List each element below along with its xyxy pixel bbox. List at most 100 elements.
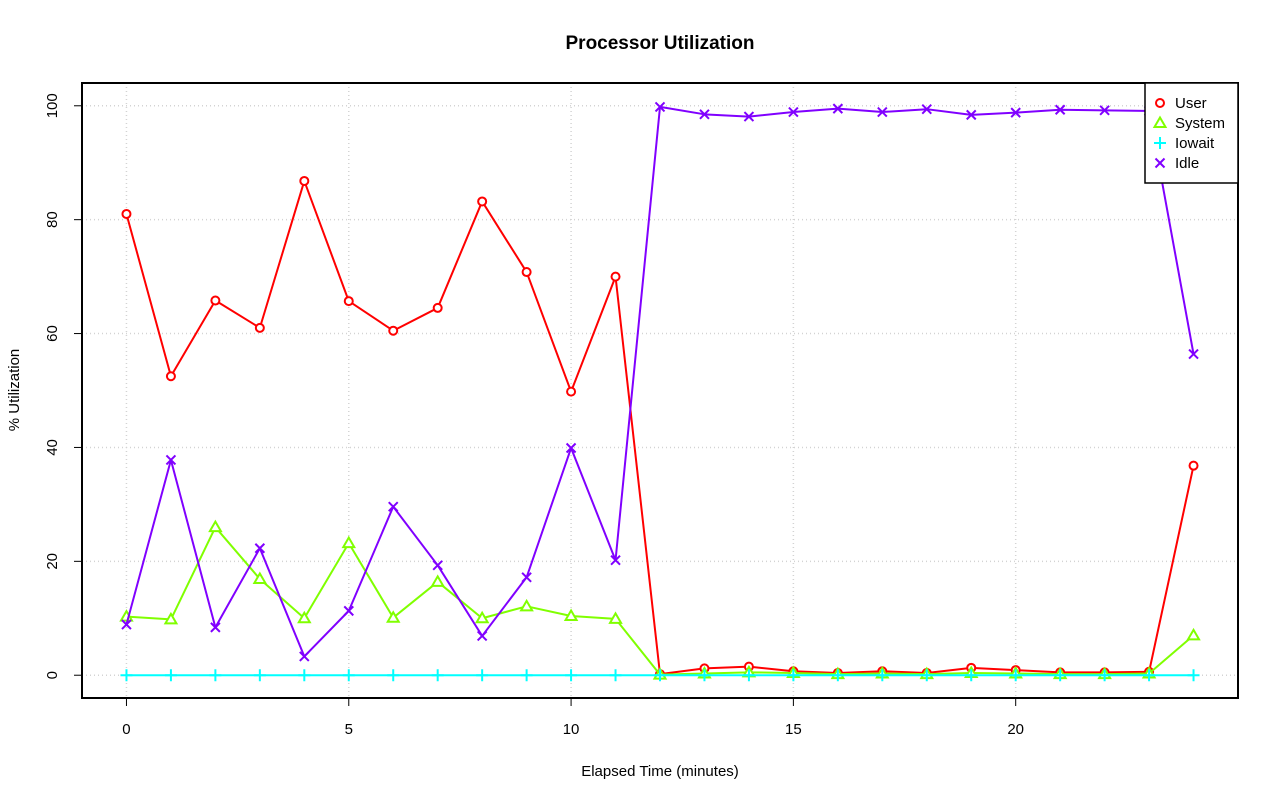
data-point-system (297, 610, 312, 624)
data-point-iowait (342, 669, 355, 682)
data-point-idle (521, 572, 532, 583)
legend-label-iowait: Iowait (1175, 135, 1215, 152)
legend-label-idle: Idle (1175, 155, 1199, 172)
data-point-user (477, 196, 488, 207)
data-point-iowait (831, 669, 844, 682)
series-system (119, 519, 1201, 680)
data-point-iowait (1054, 669, 1067, 682)
data-point-user (1188, 460, 1199, 471)
series-line-user (125, 179, 1195, 676)
data-point-idle (1010, 107, 1021, 118)
data-point-idle (699, 109, 710, 120)
data-point-system (341, 535, 357, 549)
data-point-iowait (876, 669, 889, 682)
data-point-iowait (431, 669, 444, 682)
data-point-user (121, 208, 132, 219)
x-axis: 0 5 10 15 20 (122, 697, 1024, 738)
data-point-idle (565, 442, 577, 454)
legend: User System Iowait Idle (1144, 82, 1239, 184)
data-point-iowait (1009, 669, 1022, 682)
y-tick-label: 100 (44, 93, 61, 118)
data-point-user (254, 322, 265, 333)
data-point-idle (476, 630, 488, 642)
data-point-user (521, 267, 532, 278)
y-tick-label: 20 (44, 553, 61, 570)
data-point-user (432, 302, 443, 313)
data-point-system (385, 610, 401, 623)
data-point-iowait (209, 669, 222, 682)
data-point-idle (743, 111, 755, 122)
legend-label-system: System (1175, 115, 1225, 132)
data-point-iowait (387, 669, 400, 682)
data-point-system (608, 611, 623, 624)
data-point-idle (610, 554, 621, 566)
y-tick-label: 40 (44, 439, 61, 456)
x-tick-label: 5 (345, 721, 353, 738)
data-point-idle (343, 605, 354, 617)
data-point-idle (299, 651, 310, 662)
data-point-idle (1188, 348, 1199, 360)
data-point-iowait (120, 669, 133, 682)
data-point-idle (121, 619, 132, 630)
y-axis-label: % Utilization (6, 349, 23, 432)
data-point-idle (654, 101, 666, 113)
y-tick-label: 0 (44, 671, 61, 679)
series-line-idle (125, 105, 1195, 658)
series-idle (121, 101, 1199, 662)
legend-marker-user (1155, 98, 1165, 108)
series-layer (119, 101, 1201, 682)
data-point-idle (254, 543, 266, 554)
data-point-idle (432, 560, 443, 571)
data-point-system (474, 610, 490, 624)
grid-lines (82, 83, 1238, 698)
plot-frame (81, 82, 1239, 699)
data-point-iowait (164, 669, 177, 682)
data-point-idle (877, 106, 888, 118)
data-point-system (163, 611, 179, 625)
data-point-iowait (965, 669, 978, 682)
data-point-idle (832, 103, 844, 114)
data-point-idle (165, 454, 177, 466)
data-point-iowait (1187, 669, 1200, 682)
x-axis-label: Elapsed Time (minutes) (581, 763, 739, 780)
data-point-system (563, 608, 579, 621)
data-point-iowait (565, 669, 578, 682)
data-point-user (388, 325, 399, 336)
x-tick-label: 0 (122, 721, 130, 738)
data-point-user (210, 295, 221, 306)
data-point-user (165, 371, 176, 382)
data-point-idle (210, 622, 221, 633)
legend-label-user: User (1175, 95, 1207, 112)
data-point-iowait (520, 669, 533, 682)
y-axis: 0 20 40 60 80 100 (44, 93, 83, 679)
data-point-iowait (476, 669, 489, 682)
data-point-idle (966, 109, 977, 121)
data-point-iowait (787, 669, 800, 682)
data-point-iowait (253, 669, 266, 682)
data-point-idle (921, 103, 932, 115)
x-tick-label: 10 (563, 721, 580, 738)
y-tick-label: 80 (44, 211, 61, 228)
y-tick-label: 60 (44, 325, 61, 342)
data-point-iowait (1098, 669, 1111, 682)
data-point-idle (788, 106, 799, 118)
data-point-system (252, 571, 268, 584)
data-point-system (1186, 627, 1201, 641)
data-point-idle (1054, 104, 1066, 115)
legend-marker-iowait (1154, 137, 1166, 149)
data-point-iowait (654, 669, 666, 682)
data-point-iowait (698, 669, 711, 682)
series-user (121, 175, 1199, 680)
chart-title: Processor Utilization (566, 33, 755, 54)
data-point-idle (388, 501, 399, 512)
data-point-system (208, 519, 223, 533)
data-point-iowait (920, 669, 933, 682)
data-point-system (430, 574, 445, 587)
x-tick-label: 20 (1007, 721, 1024, 738)
data-point-user (299, 175, 310, 186)
x-tick-label: 15 (785, 721, 802, 738)
legend-marker-system (1152, 115, 1168, 128)
series-iowait (120, 669, 1200, 682)
legend-marker-idle (1154, 157, 1166, 169)
